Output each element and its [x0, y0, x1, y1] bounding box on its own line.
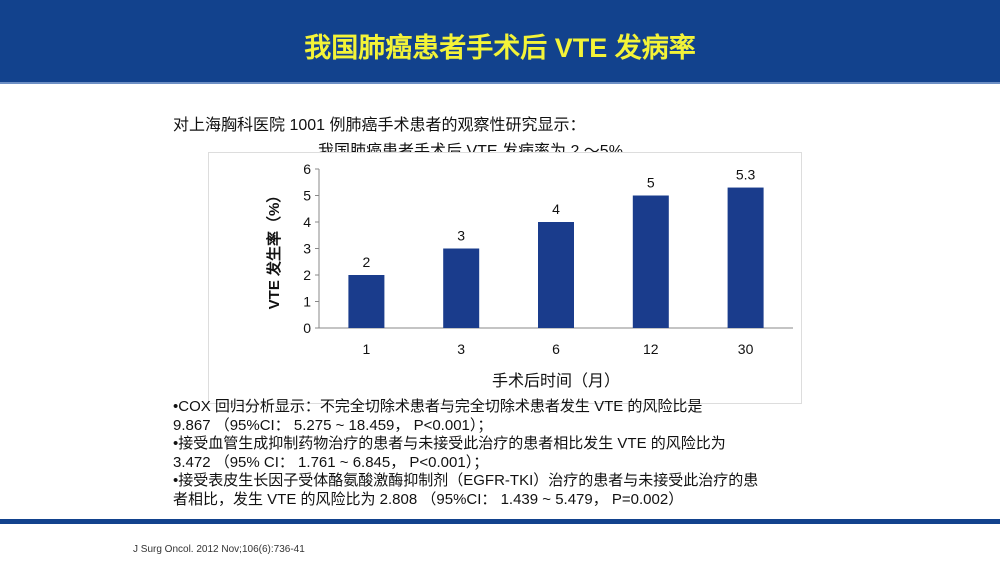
x-axis-title: 手术后时间（月）: [492, 372, 620, 390]
note-line: •接受血管生成抑制药物治疗的患者与未接受此治疗的患者相比发生 VTE 的风险比为: [173, 435, 726, 452]
note-line: •接受表皮生长因子受体酪氨酸激酶抑制剂（EGFR-TKI）治疗的患者与未接受此治…: [173, 472, 759, 489]
note-line: 者相比，发生 VTE 的风险比为 2.808 （95%CI： 1.439 ~ 5…: [173, 490, 684, 508]
y-tick-label: 2: [303, 267, 311, 283]
note-line: 9.867 （95%CI： 5.275 ~ 18.459， P<0.001）；: [173, 416, 493, 434]
slide-title: 我国肺癌患者手术后 VTE 发病率: [304, 33, 696, 63]
x-tick-label: 30: [738, 341, 754, 357]
x-tick-label: 6: [552, 341, 560, 357]
data-label: 5: [647, 175, 655, 191]
title-banner: 我国肺癌患者手术后 VTE 发病率: [0, 0, 1000, 84]
note-line: 3.472 （95% CI： 1.761 ~ 6.845， P<0.001）；: [173, 453, 489, 471]
intro-text: 对上海胸科医院 1001 例肺癌手术患者的观察性研究显示：: [173, 117, 586, 134]
note-line: •COX 回归分析显示：不完全切除术患者与完全切除术患者发生 VTE 的风险比是: [173, 398, 703, 415]
bar: [727, 187, 764, 328]
data-label: 2: [363, 254, 371, 270]
y-tick-label: 4: [303, 214, 311, 230]
y-tick-label: 5: [303, 188, 311, 204]
data-label: 4: [552, 201, 560, 217]
notes: •COX 回归分析显示：不完全切除术患者与完全切除术患者发生 VTE 的风险比是…: [173, 398, 758, 509]
y-tick-label: 1: [303, 294, 311, 310]
x-tick-label: 1: [363, 341, 371, 357]
chart-area: 0 1 2 3 4 5 6 2 1 3 3 4 6 5 12 5.3 30 手术后时间（月） VTE 发生率（%）: [208, 152, 802, 404]
x-tick-label: 3: [457, 341, 465, 357]
x-tick-label: 12: [643, 341, 659, 357]
bar: [348, 275, 385, 328]
citation: J Surg Oncol. 2012 Nov;106(6):736-41: [133, 544, 305, 555]
bar: [538, 222, 574, 328]
y-tick-label: 3: [303, 241, 311, 257]
y-tick-label: 6: [303, 161, 311, 177]
bar: [632, 195, 669, 328]
data-label: 3: [457, 228, 465, 244]
y-axis-title: VTE 发生率（%）: [265, 188, 283, 310]
data-label: 5.3: [736, 167, 756, 183]
footer-bar: [0, 519, 1000, 524]
y-tick-label: 0: [303, 320, 311, 336]
bar: [443, 248, 480, 328]
